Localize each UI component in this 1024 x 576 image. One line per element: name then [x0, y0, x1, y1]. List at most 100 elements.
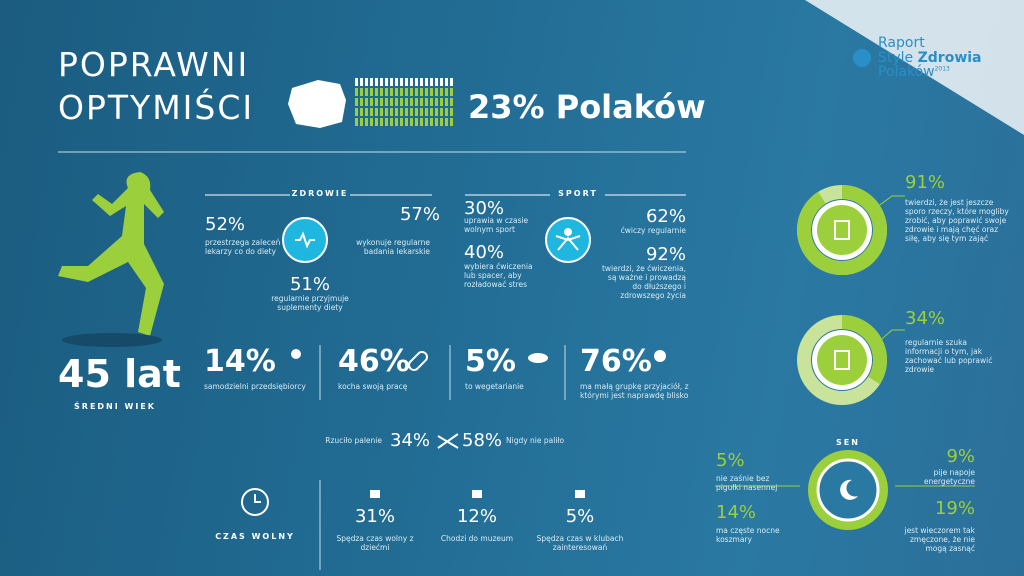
stat-text: Chodzi do muzeum: [440, 534, 514, 543]
stat: 40%: [464, 242, 505, 263]
person: [355, 78, 358, 86]
title-line: OPTYMIŚCI: [58, 87, 255, 127]
person: [445, 108, 448, 116]
friends-icon: [654, 350, 666, 362]
fish: [528, 353, 548, 363]
stat: 92%: [645, 244, 686, 265]
person: [375, 118, 378, 126]
person: [435, 118, 438, 126]
person: [445, 88, 448, 96]
person: [420, 118, 423, 126]
stat: 46%: [338, 344, 410, 379]
shadow: [62, 333, 162, 347]
person: [395, 98, 398, 106]
person: [440, 108, 443, 116]
person: [430, 98, 433, 106]
person: [380, 98, 383, 106]
moon: [840, 479, 858, 500]
person: [395, 88, 398, 96]
pulse: [295, 231, 315, 249]
donut-icon: [834, 350, 850, 370]
person: [370, 98, 373, 106]
clock: [241, 488, 269, 516]
leisure-icons: [370, 490, 585, 498]
stat: 5%: [716, 450, 745, 471]
logo-text: Style: [878, 49, 918, 66]
donut-text: twierdzi, że jest jeszcze sporo rzeczy, …: [905, 198, 1009, 243]
stat-text: ma małą grupkę przyjaciół, z którymi jes…: [580, 382, 689, 400]
person: [440, 98, 443, 106]
logo-text: Raport: [878, 35, 925, 51]
heart-outline: [408, 351, 428, 371]
person: [415, 78, 418, 86]
stat-text: ćwiczy regularnie: [620, 226, 686, 235]
person: [420, 108, 423, 116]
person: [385, 78, 388, 86]
donut-arc: [797, 315, 887, 405]
stat: 31%: [354, 506, 395, 527]
person: [375, 88, 378, 96]
person: [415, 108, 418, 116]
sport-head: [564, 228, 572, 236]
stat: 57%: [399, 204, 440, 225]
stat: 30%: [464, 198, 505, 219]
person: [450, 78, 453, 86]
runner: [58, 172, 164, 336]
person: [380, 118, 383, 126]
stat: 62%: [645, 206, 686, 227]
person: [390, 108, 393, 116]
stat-text: Spędza czas wolny z dziećmi: [336, 534, 414, 552]
person: [370, 88, 373, 96]
person: [390, 88, 393, 96]
person: [385, 98, 388, 106]
age-label: ŚREDNI WIEK: [74, 402, 156, 411]
donut-text: regularnie szuka informacji o tym, jak z…: [905, 338, 993, 374]
person: [405, 98, 408, 106]
stat-text: twierdzi, że ćwiczenia, są ważne i prowa…: [601, 264, 686, 300]
stat-text: wybiera ćwiczenia lub spacer, aby rozład…: [464, 262, 533, 289]
age: 45 lat: [58, 352, 181, 396]
person: [370, 78, 373, 86]
person: [450, 98, 453, 106]
person: [450, 88, 453, 96]
person: [425, 108, 428, 116]
share: 23% Polaków: [468, 88, 706, 126]
person: [405, 118, 408, 126]
person: [405, 78, 408, 86]
logo: Raport Style Zdrowia Polaków2013: [878, 36, 982, 80]
stat: 9%: [946, 446, 975, 467]
person: [355, 118, 358, 126]
worker-icon: [291, 349, 301, 359]
logo-year: 2013: [934, 65, 950, 73]
person: [435, 78, 438, 86]
person: [355, 108, 358, 116]
person: [370, 108, 373, 116]
person: [415, 98, 418, 106]
donut-label: 34%: [905, 308, 946, 329]
people-grid: [355, 78, 453, 126]
person: [410, 118, 413, 126]
donut-inner: [817, 335, 867, 385]
stat-text: Rzuciło palenie: [325, 436, 382, 445]
no-smoking: [437, 433, 459, 449]
person: [425, 118, 428, 126]
person: [435, 108, 438, 116]
logo-panel: [805, 0, 1024, 135]
person: [445, 118, 448, 126]
person: [410, 88, 413, 96]
stat-text: samodzielni przedsiębiorcy: [204, 382, 306, 391]
section-heading: CZAS WOLNY: [215, 532, 295, 541]
person: [400, 78, 403, 86]
stat: 58%: [462, 430, 503, 451]
person: [435, 88, 438, 96]
stat-text: regularnie przyjmuje suplementy diety: [271, 294, 349, 312]
person: [365, 88, 368, 96]
person: [430, 78, 433, 86]
title-line: POPRAWNI: [58, 45, 250, 84]
person: [385, 88, 388, 96]
person: [380, 108, 383, 116]
person: [415, 88, 418, 96]
person: [355, 88, 358, 96]
